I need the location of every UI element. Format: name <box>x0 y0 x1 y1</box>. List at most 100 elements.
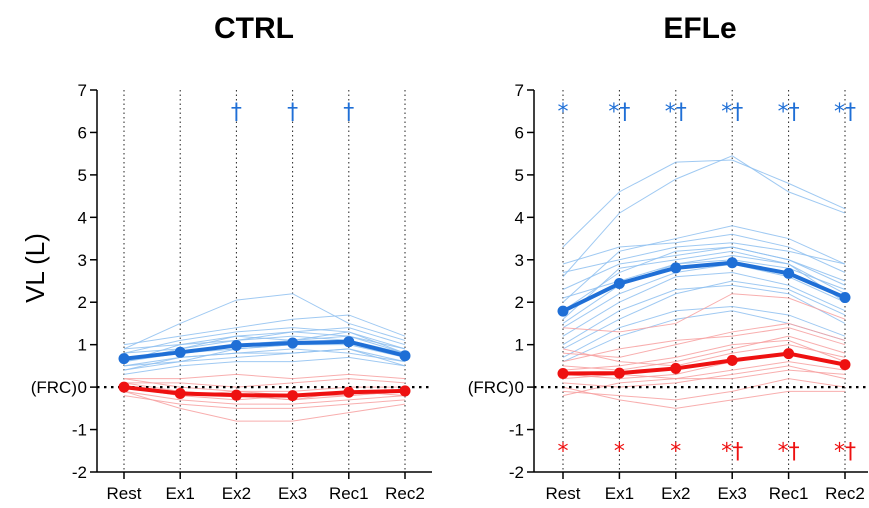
mean-blue-point <box>343 336 355 348</box>
mean-red-point <box>726 354 738 366</box>
individual-blue-line <box>562 246 846 290</box>
mean-red-point <box>343 386 355 398</box>
ctrl-panel: CTRL VL (L) -2 -1 0 1 2 3 4 5 6 7 (FRC) Rest Ex1 Ex2 Ex3… <box>20 12 432 503</box>
chart-title: CTRL <box>214 12 294 45</box>
mean-red-point <box>287 390 299 402</box>
y-tick-label: 7 <box>78 81 87 100</box>
individual-blue-line <box>562 284 846 346</box>
x-tick-label: Ex1 <box>166 484 195 503</box>
individual-blue-line <box>123 314 406 346</box>
individual-blue-line <box>562 310 846 363</box>
individual-red-line <box>562 293 846 333</box>
significance-marker: * <box>558 440 569 465</box>
x-tick-label: Ex2 <box>661 484 690 503</box>
y-tick-label: -1 <box>72 421 87 440</box>
individual-blue-line <box>123 348 406 371</box>
individual-blue-line <box>123 331 406 363</box>
significance-marker: * <box>614 440 625 465</box>
y-tick-label: 5 <box>78 166 87 185</box>
frc-label: (FRC) <box>468 378 514 397</box>
mean-red-line <box>562 351 846 376</box>
significance-marker: † <box>343 100 354 125</box>
mean-red-point <box>613 367 625 379</box>
y-tick-label: 6 <box>78 123 87 142</box>
individual-blue-line <box>123 327 406 354</box>
individual-red-line <box>562 369 846 397</box>
y-tick-label: 1 <box>78 336 87 355</box>
mean-red-line <box>123 385 406 398</box>
y-tick-label: 6 <box>515 123 524 142</box>
mean-blue-point <box>174 346 186 358</box>
mean-blue-line <box>562 260 846 313</box>
mean-blue-point <box>557 305 569 317</box>
y-tick-label: -1 <box>509 421 524 440</box>
x-tick-label: Rec2 <box>385 484 425 503</box>
significance-marker: *† <box>778 440 800 465</box>
frc-label: (FRC) <box>31 378 77 397</box>
individual-red-line <box>123 390 406 422</box>
efle-panel: EFLe -2 -1 0 1 2 3 4 5 6 7 (FRC) Rest Ex1 Ex2 Ex3 Rec1 Re… <box>468 12 868 503</box>
individual-red-line <box>124 378 406 388</box>
x-tick-label: Ex3 <box>718 484 747 503</box>
y-tick-label: 2 <box>78 293 87 312</box>
individual-blue-line <box>123 348 406 367</box>
y-tick-label: 3 <box>78 251 87 270</box>
mean-blue-line <box>123 339 406 361</box>
mean-blue-point <box>399 350 411 362</box>
mean-red-point <box>174 387 186 399</box>
mean-blue-point <box>287 337 299 349</box>
significance-marker: † <box>231 100 242 125</box>
individual-blue-line <box>562 259 846 299</box>
y-tick-label: 3 <box>515 251 524 270</box>
x-tick-label: Rec2 <box>825 484 865 503</box>
individual-red-line <box>562 339 846 371</box>
x-tick-label: Ex2 <box>222 484 251 503</box>
individual-blue-line <box>562 250 846 320</box>
mean-red-point <box>670 362 682 374</box>
individual-red-line <box>562 378 846 401</box>
individual-blue-line <box>562 272 846 337</box>
x-tick-label: Rest <box>546 484 581 503</box>
individual-red-line <box>562 327 846 363</box>
x-tick-label: Rest <box>107 484 142 503</box>
mean-blue-point <box>726 257 738 269</box>
mean-red-point <box>557 368 569 380</box>
individual-blue-line <box>123 293 406 350</box>
individual-blue-line <box>123 348 406 371</box>
mean-blue-point <box>839 292 851 304</box>
individual-blue-line <box>123 356 406 375</box>
individual-blue-line <box>562 159 846 248</box>
individual-blue-line <box>562 242 846 273</box>
individual-blue-line <box>123 331 406 350</box>
y-tick-label: -2 <box>509 463 524 482</box>
individual-blue-line <box>562 255 846 324</box>
y-tick-label: 5 <box>515 166 524 185</box>
y-tick-label: 4 <box>78 208 87 227</box>
mean-red-point <box>399 385 411 397</box>
individual-red-line <box>124 373 406 380</box>
mean-red-point <box>783 348 795 360</box>
mean-blue-point <box>613 278 625 290</box>
x-tick-label: Rec1 <box>329 484 369 503</box>
individual-red-line <box>123 390 406 405</box>
mean-blue-point <box>783 267 795 279</box>
significance-marker: *† <box>665 100 687 125</box>
y-tick-label: 7 <box>515 81 524 100</box>
individual-blue-line <box>123 327 406 354</box>
significance-marker: † <box>287 100 298 125</box>
mean-blue-point <box>670 262 682 274</box>
x-tick-label: Rec1 <box>769 484 809 503</box>
individual-blue-line <box>562 233 846 273</box>
y-tick-label: 0 <box>515 378 524 397</box>
significance-marker: * <box>558 100 569 125</box>
significance-marker: *† <box>834 440 856 465</box>
individual-red-line <box>123 395 406 409</box>
x-tick-label: Ex1 <box>605 484 634 503</box>
mean-red-point <box>230 389 242 401</box>
significance-marker: * <box>670 440 681 465</box>
individual-blue-line <box>562 225 846 303</box>
y-axis-label: VL (L) <box>20 233 50 303</box>
individual-blue-line <box>562 246 846 312</box>
significance-marker: *† <box>834 100 856 125</box>
